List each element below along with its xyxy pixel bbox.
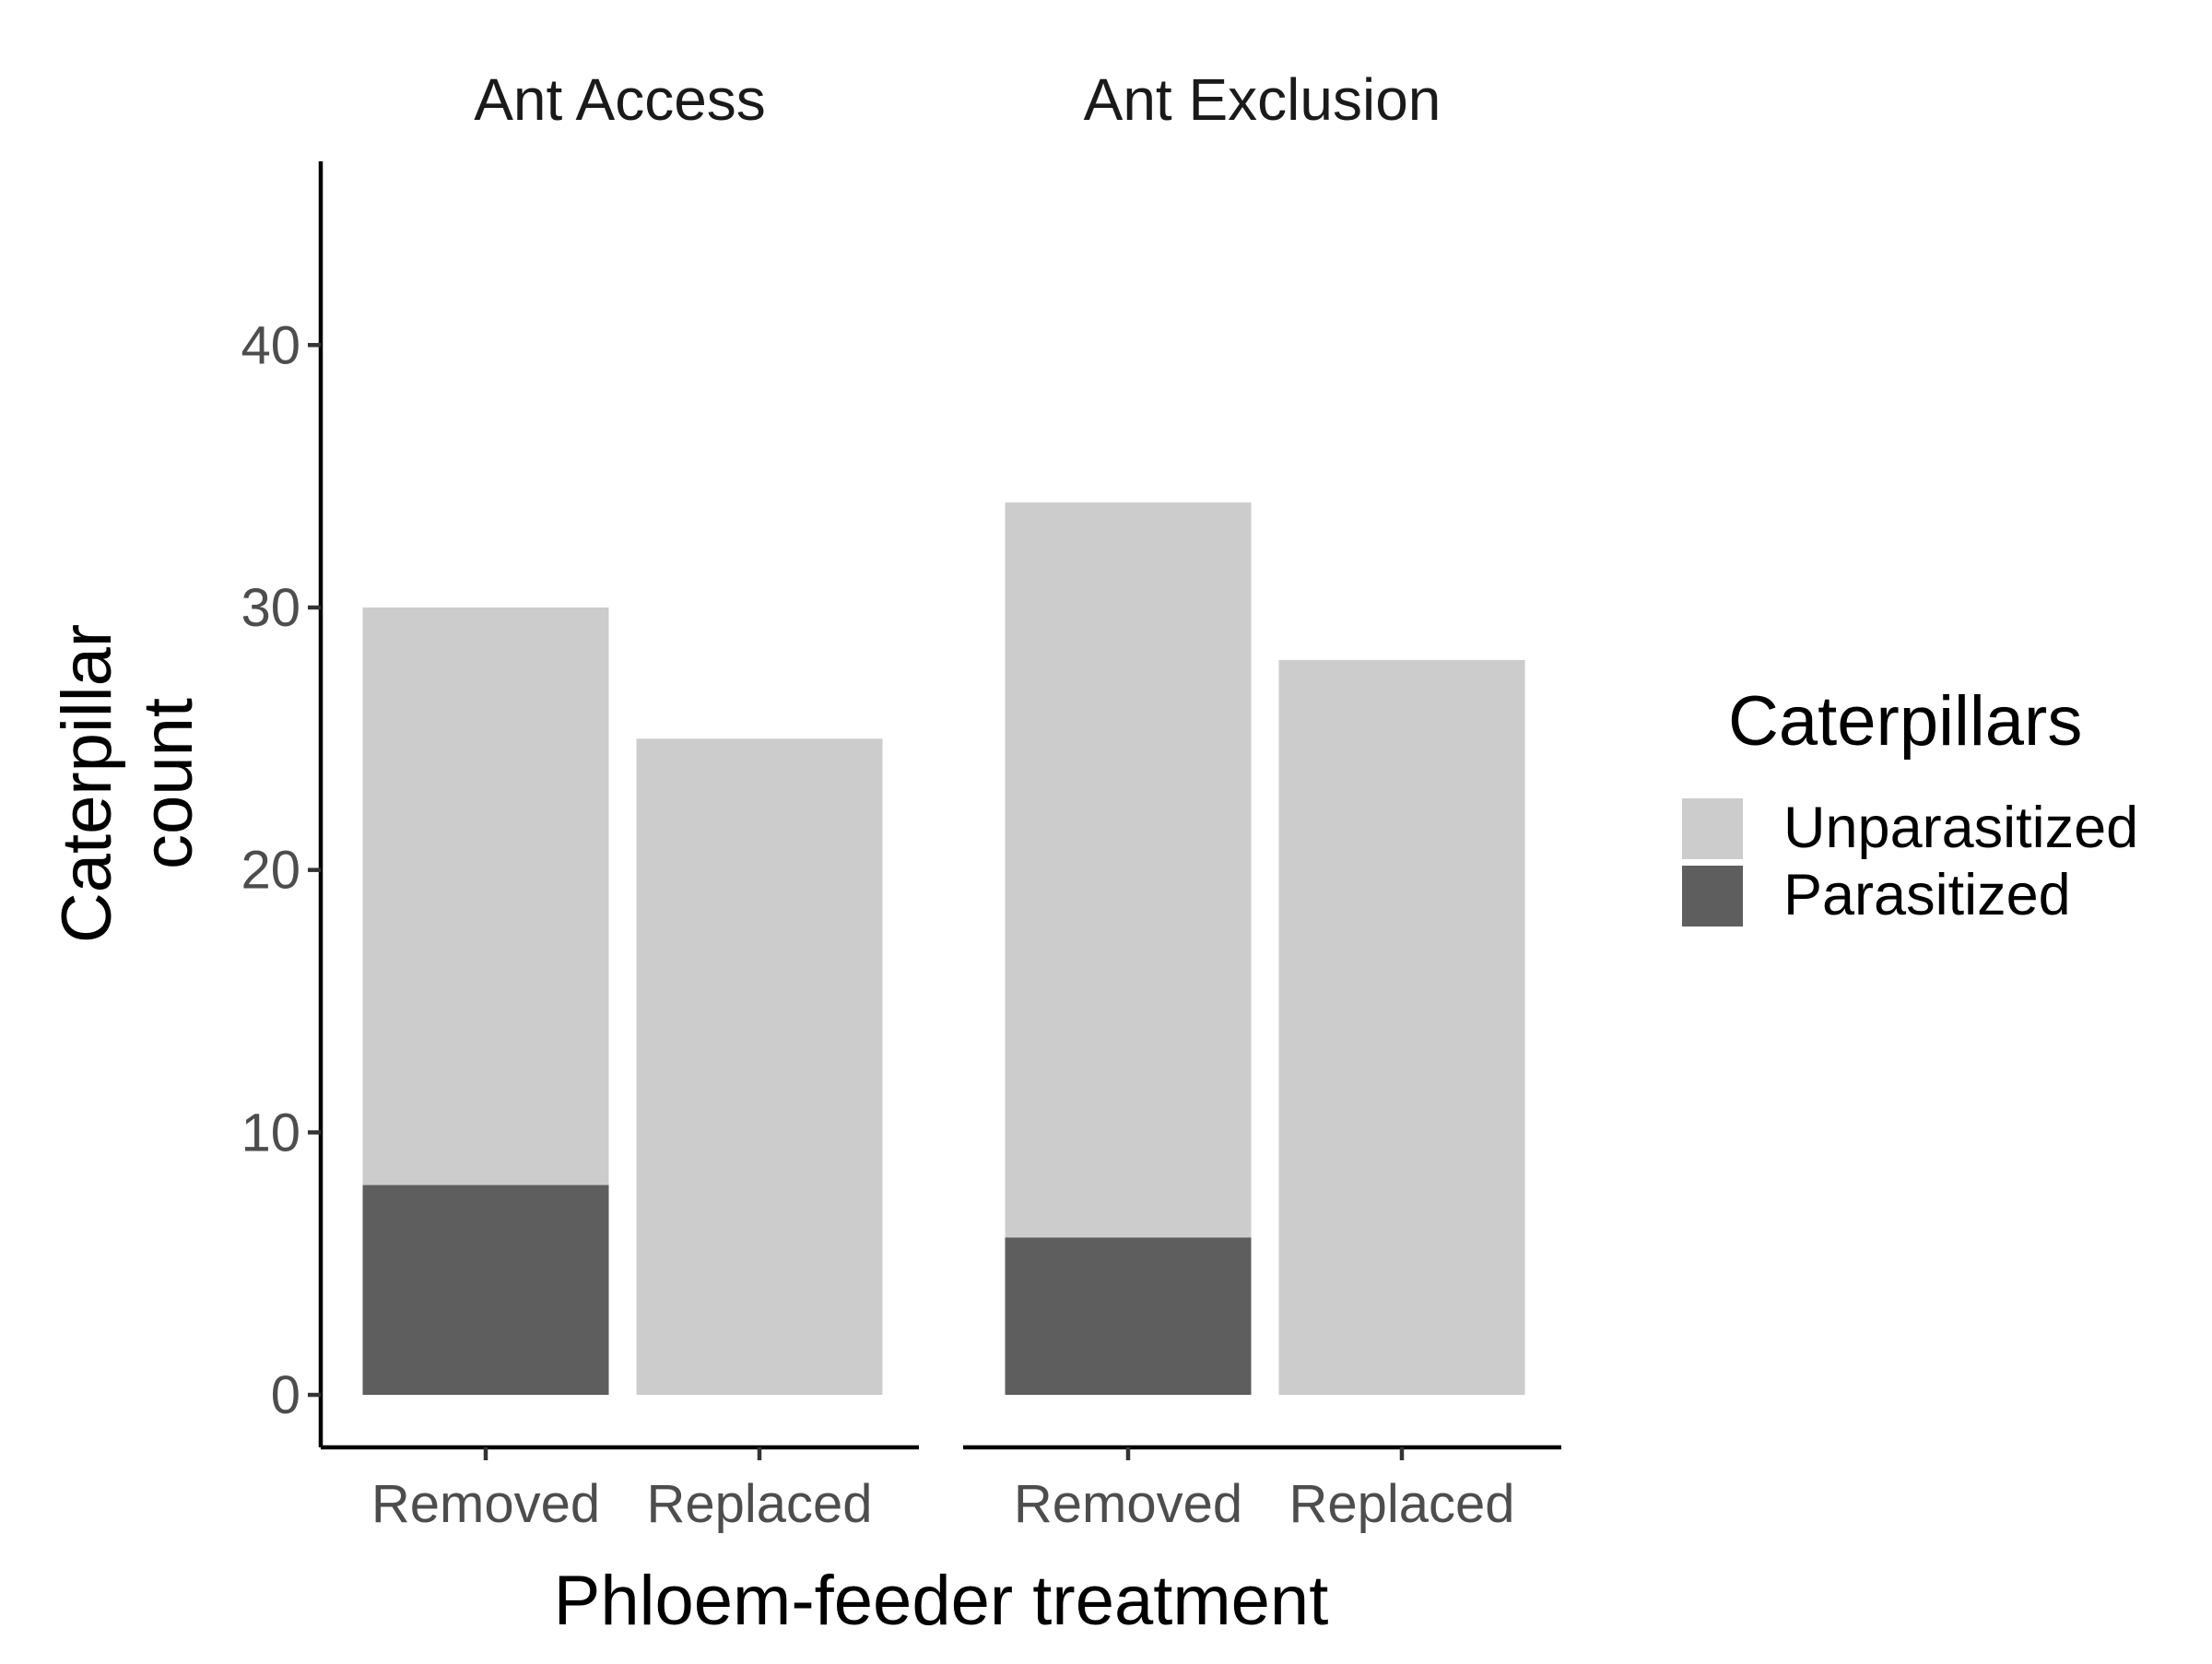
facet-title: Ant Exclusion [1084, 66, 1441, 133]
y-tick-label: 10 [241, 1103, 300, 1162]
x-tick-label: Removed [371, 1474, 600, 1534]
x-tick-label: Replaced [1288, 1474, 1514, 1534]
bar-unparasitized [636, 738, 883, 1396]
y-tick-label: 20 [241, 841, 300, 901]
bar-unparasitized [1278, 659, 1525, 1396]
facet-title: Ant Access [474, 66, 766, 133]
bar-unparasitized [1005, 502, 1252, 1238]
legend-key-parasitized [1682, 866, 1743, 926]
y-tick-label: 40 [241, 315, 300, 375]
bar-parasitized [362, 1185, 609, 1396]
x-tick-label: Removed [1014, 1474, 1242, 1534]
legend-title: Caterpillars [1728, 682, 2082, 761]
labels-layer: 0 10 20 30 40 Ant Access Removed Replaced Ant Ex… [48, 66, 1515, 1640]
legend-key-unparasitized [1682, 798, 1743, 859]
y-axis-title-line: Caterpillar [48, 624, 126, 943]
axes-layer [308, 161, 1561, 1460]
x-tick-label: Replaced [646, 1474, 872, 1534]
y-axis-title-line: count [129, 698, 207, 869]
bar-parasitized [1005, 1237, 1252, 1396]
x-axis-title: Phloem-feeder treatment [554, 1562, 1329, 1640]
bar-unparasitized [362, 607, 609, 1186]
legend-label: Unparasitized [1783, 796, 2138, 860]
y-tick-label: 30 [241, 578, 300, 638]
legend-label: Parasitized [1783, 863, 2071, 927]
bars-layer [362, 502, 1525, 1396]
y-axis-title: Caterpillarcount [48, 624, 207, 943]
y-tick-label: 0 [271, 1365, 300, 1425]
